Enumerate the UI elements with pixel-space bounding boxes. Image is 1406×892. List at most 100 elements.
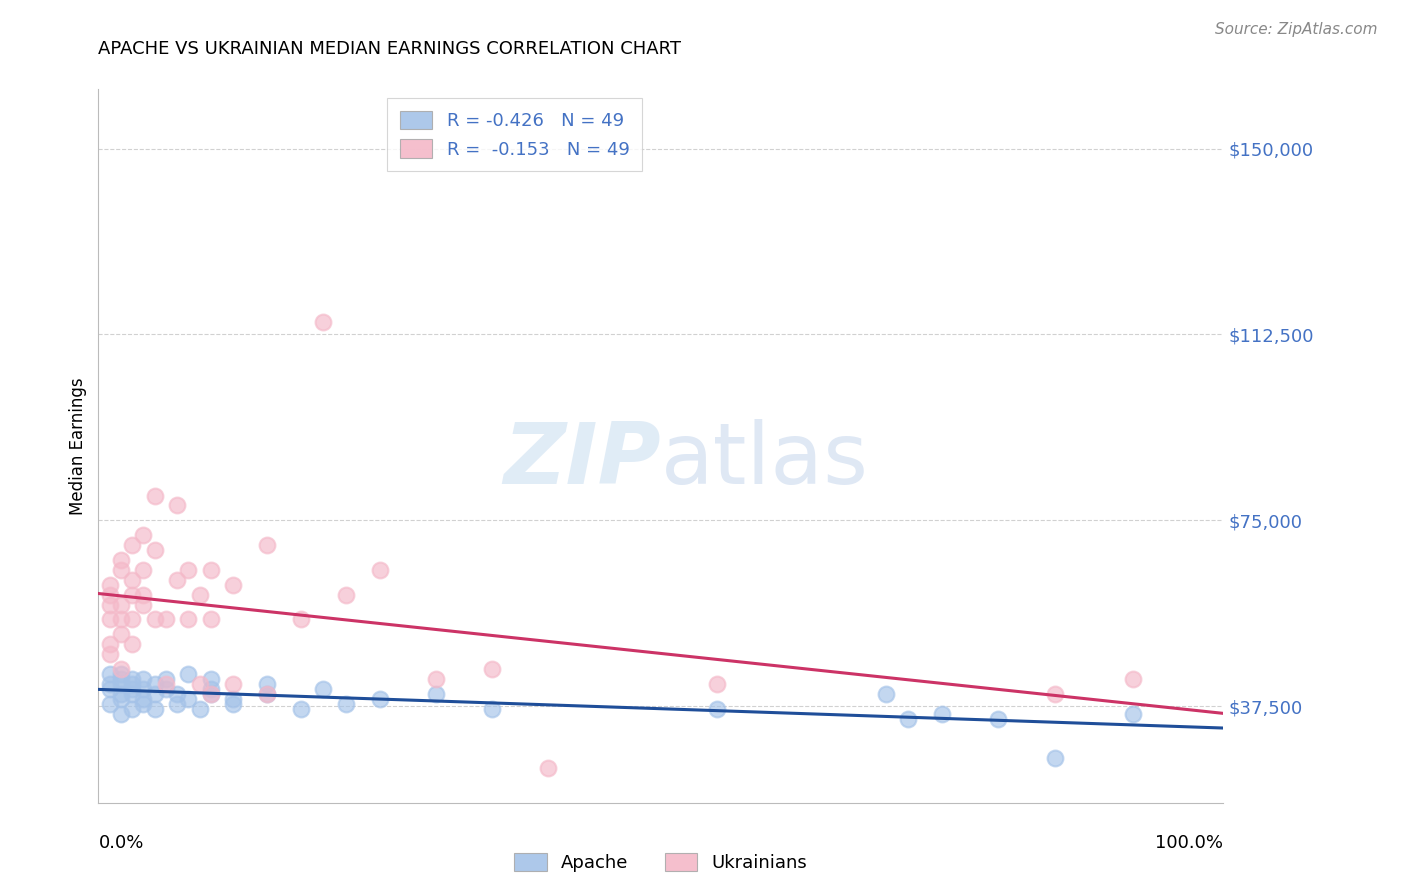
- Point: [481, 701, 503, 715]
- Point: [290, 701, 312, 715]
- Point: [188, 588, 211, 602]
- Point: [222, 691, 245, 706]
- Text: Source: ZipAtlas.com: Source: ZipAtlas.com: [1215, 22, 1378, 37]
- Point: [155, 677, 177, 691]
- Point: [98, 647, 121, 661]
- Point: [200, 687, 222, 701]
- Point: [98, 697, 121, 711]
- Point: [143, 687, 166, 701]
- Point: [425, 672, 447, 686]
- Point: [98, 681, 121, 696]
- Point: [368, 691, 391, 706]
- Point: [143, 677, 166, 691]
- Point: [1122, 706, 1144, 721]
- Point: [177, 691, 200, 706]
- Point: [98, 667, 121, 681]
- Point: [1043, 687, 1066, 701]
- Text: atlas: atlas: [661, 418, 869, 502]
- Text: APACHE VS UKRAINIAN MEDIAN EARNINGS CORRELATION CHART: APACHE VS UKRAINIAN MEDIAN EARNINGS CORR…: [98, 40, 682, 58]
- Point: [897, 712, 920, 726]
- Point: [143, 701, 166, 715]
- Point: [143, 612, 166, 626]
- Point: [143, 543, 166, 558]
- Point: [256, 687, 278, 701]
- Point: [188, 701, 211, 715]
- Point: [200, 612, 222, 626]
- Point: [166, 687, 188, 701]
- Point: [121, 637, 143, 651]
- Point: [121, 672, 143, 686]
- Point: [132, 598, 155, 612]
- Point: [312, 681, 335, 696]
- Point: [98, 598, 121, 612]
- Point: [335, 588, 357, 602]
- Point: [132, 681, 155, 696]
- Point: [110, 706, 132, 721]
- Point: [256, 538, 278, 552]
- Point: [121, 701, 143, 715]
- Point: [188, 677, 211, 691]
- Point: [121, 681, 143, 696]
- Point: [200, 672, 222, 686]
- Point: [110, 667, 132, 681]
- Point: [110, 677, 132, 691]
- Point: [256, 677, 278, 691]
- Point: [200, 563, 222, 577]
- Point: [132, 528, 155, 542]
- Point: [110, 598, 132, 612]
- Point: [166, 573, 188, 587]
- Point: [98, 612, 121, 626]
- Legend: Apache, Ukrainians: Apache, Ukrainians: [508, 846, 814, 880]
- Point: [166, 499, 188, 513]
- Point: [200, 681, 222, 696]
- Point: [98, 578, 121, 592]
- Y-axis label: Median Earnings: Median Earnings: [69, 377, 87, 515]
- Point: [121, 687, 143, 701]
- Point: [110, 553, 132, 567]
- Point: [166, 697, 188, 711]
- Point: [132, 691, 155, 706]
- Text: ZIP: ZIP: [503, 418, 661, 502]
- Point: [98, 588, 121, 602]
- Point: [256, 687, 278, 701]
- Point: [110, 627, 132, 641]
- Text: 0.0%: 0.0%: [98, 834, 143, 852]
- Point: [537, 761, 560, 775]
- Point: [110, 563, 132, 577]
- Point: [98, 637, 121, 651]
- Point: [335, 697, 357, 711]
- Point: [706, 677, 728, 691]
- Point: [155, 612, 177, 626]
- Point: [706, 701, 728, 715]
- Point: [132, 563, 155, 577]
- Point: [222, 697, 245, 711]
- Point: [110, 662, 132, 676]
- Point: [200, 687, 222, 701]
- Point: [177, 612, 200, 626]
- Point: [425, 687, 447, 701]
- Point: [312, 315, 335, 329]
- Point: [121, 588, 143, 602]
- Point: [1122, 672, 1144, 686]
- Point: [121, 538, 143, 552]
- Point: [481, 662, 503, 676]
- Point: [110, 691, 132, 706]
- Point: [121, 573, 143, 587]
- Point: [1043, 751, 1066, 765]
- Point: [143, 489, 166, 503]
- Point: [155, 672, 177, 686]
- Point: [110, 612, 132, 626]
- Point: [177, 563, 200, 577]
- Point: [155, 681, 177, 696]
- Point: [121, 612, 143, 626]
- Point: [290, 612, 312, 626]
- Point: [222, 677, 245, 691]
- Point: [875, 687, 897, 701]
- Point: [110, 672, 132, 686]
- Point: [368, 563, 391, 577]
- Point: [222, 578, 245, 592]
- Point: [132, 697, 155, 711]
- Point: [110, 687, 132, 701]
- Text: 100.0%: 100.0%: [1156, 834, 1223, 852]
- Point: [177, 667, 200, 681]
